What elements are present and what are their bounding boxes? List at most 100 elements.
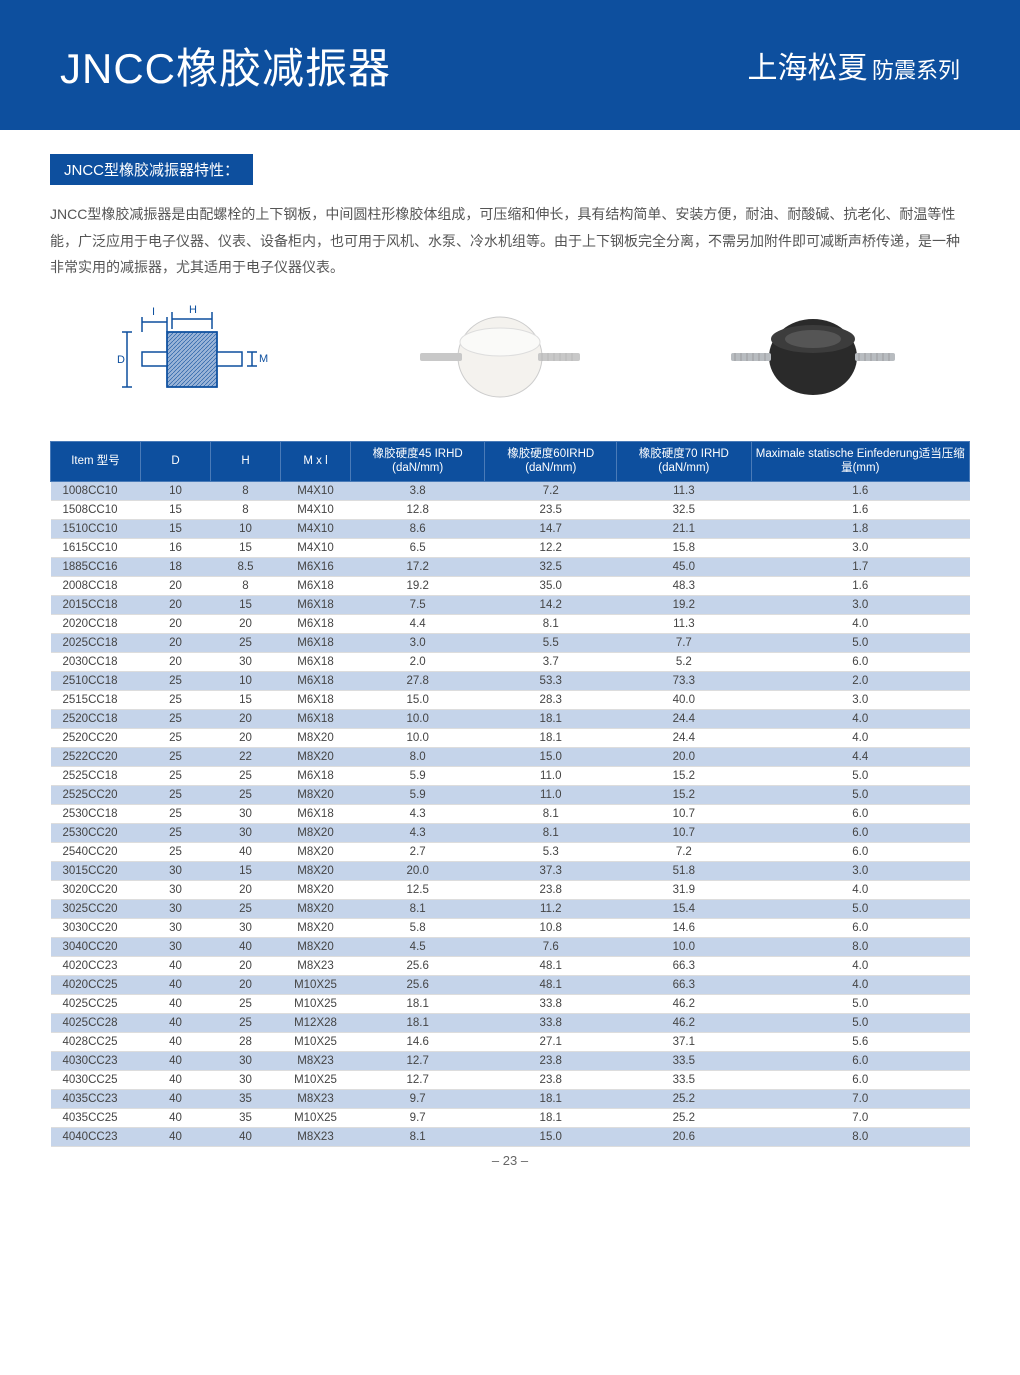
table-cell: 45.0 xyxy=(617,558,751,577)
table-cell: 40 xyxy=(141,995,211,1014)
table-cell: 20 xyxy=(141,653,211,672)
table-cell: 11.3 xyxy=(617,482,751,501)
table-cell: 1.6 xyxy=(751,501,970,520)
table-cell: M8X23 xyxy=(281,1052,351,1071)
table-cell: 4.3 xyxy=(351,824,485,843)
table-cell: 4.0 xyxy=(751,710,970,729)
series-name: 防震系列 xyxy=(872,58,960,83)
table-cell: 4025CC25 xyxy=(51,995,141,1014)
table-cell: 3.0 xyxy=(751,862,970,881)
table-cell: 4.4 xyxy=(751,748,970,767)
table-cell: 19.2 xyxy=(617,596,751,615)
table-cell: 27.1 xyxy=(485,1033,617,1052)
table-cell: 5.0 xyxy=(751,1014,970,1033)
col-header: D xyxy=(141,441,211,482)
table-cell: 15.0 xyxy=(485,1128,617,1147)
table-cell: 5.2 xyxy=(617,653,751,672)
table-cell: 6.0 xyxy=(751,653,970,672)
section-title: JNCC型橡胶减振器特性： xyxy=(50,154,253,185)
table-cell: 33.5 xyxy=(617,1071,751,1090)
table-cell: M8X20 xyxy=(281,729,351,748)
table-row: 4025CC284025M12X2818.133.846.25.0 xyxy=(51,1014,970,1033)
table-cell: 40 xyxy=(211,938,281,957)
table-cell: M6X16 xyxy=(281,558,351,577)
table-cell: 18.1 xyxy=(485,1090,617,1109)
table-cell: 73.3 xyxy=(617,672,751,691)
col-header: 橡胶硬度60IRHD (daN/mm) xyxy=(485,441,617,482)
table-cell: M4X10 xyxy=(281,482,351,501)
table-cell: 4030CC23 xyxy=(51,1052,141,1071)
table-cell: M6X18 xyxy=(281,596,351,615)
table-cell: M8X23 xyxy=(281,957,351,976)
table-cell: 19.2 xyxy=(351,577,485,596)
table-cell: 1.8 xyxy=(751,520,970,539)
table-body: 1008CC10108M4X103.87.211.31.61508CC10158… xyxy=(51,482,970,1147)
table-cell: 25 xyxy=(141,672,211,691)
table-cell: 4.3 xyxy=(351,805,485,824)
table-cell: 30 xyxy=(141,900,211,919)
table-cell: 3.0 xyxy=(751,691,970,710)
table-cell: 3.0 xyxy=(351,634,485,653)
table-cell: 40.0 xyxy=(617,691,751,710)
table-cell: 40 xyxy=(141,1128,211,1147)
table-cell: 10.0 xyxy=(351,729,485,748)
table-cell: M4X10 xyxy=(281,520,351,539)
table-row: 2522CC202522M8X208.015.020.04.4 xyxy=(51,748,970,767)
table-cell: 4.0 xyxy=(751,615,970,634)
table-cell: 40 xyxy=(211,843,281,862)
table-cell: M6X18 xyxy=(281,615,351,634)
table-cell: 2015CC18 xyxy=(51,596,141,615)
table-cell: M6X18 xyxy=(281,577,351,596)
table-cell: 14.7 xyxy=(485,520,617,539)
table-row: 2515CC182515M6X1815.028.340.03.0 xyxy=(51,691,970,710)
table-cell: 3020CC20 xyxy=(51,881,141,900)
table-cell: M10X25 xyxy=(281,1071,351,1090)
table-cell: 30 xyxy=(141,881,211,900)
table-cell: 3.7 xyxy=(485,653,617,672)
svg-text:D: D xyxy=(117,354,125,366)
table-cell: 1.6 xyxy=(751,577,970,596)
table-cell: 14.6 xyxy=(351,1033,485,1052)
table-cell: 20.6 xyxy=(617,1128,751,1147)
table-cell: M8X23 xyxy=(281,1090,351,1109)
table-cell: 15.0 xyxy=(351,691,485,710)
table-cell: 3030CC20 xyxy=(51,919,141,938)
table-row: 2510CC182510M6X1827.853.373.32.0 xyxy=(51,672,970,691)
table-cell: 20 xyxy=(211,881,281,900)
table-cell: M6X18 xyxy=(281,805,351,824)
table-cell: 24.4 xyxy=(617,710,751,729)
table-cell: M8X20 xyxy=(281,824,351,843)
product-photo-black xyxy=(703,297,923,422)
brand-block: 上海松夏 防震系列 xyxy=(748,43,960,87)
table-cell: M8X20 xyxy=(281,786,351,805)
table-cell: 33.8 xyxy=(485,1014,617,1033)
table-cell: 8 xyxy=(211,501,281,520)
table-cell: 5.3 xyxy=(485,843,617,862)
table-cell: 20 xyxy=(141,615,211,634)
table-cell: 5.0 xyxy=(751,634,970,653)
table-cell: 30 xyxy=(211,1052,281,1071)
table-cell: 25 xyxy=(141,710,211,729)
table-cell: 40 xyxy=(141,1033,211,1052)
table-cell: 18.1 xyxy=(485,710,617,729)
table-row: 3030CC203030M8X205.810.814.66.0 xyxy=(51,919,970,938)
table-row: 3015CC203015M8X2020.037.351.83.0 xyxy=(51,862,970,881)
table-cell: 48.1 xyxy=(485,976,617,995)
table-cell: M6X18 xyxy=(281,710,351,729)
table-cell: 30 xyxy=(211,805,281,824)
table-cell: 5.9 xyxy=(351,786,485,805)
table-cell: 8 xyxy=(211,577,281,596)
table-cell: 10.0 xyxy=(617,938,751,957)
table-cell: 1008CC10 xyxy=(51,482,141,501)
col-header: Maximale statische Einfederung适当压缩量(mm) xyxy=(751,441,970,482)
table-cell: 10.0 xyxy=(351,710,485,729)
table-cell: 3.8 xyxy=(351,482,485,501)
table-cell: 10.8 xyxy=(485,919,617,938)
table-cell: 20 xyxy=(141,634,211,653)
table-cell: 4028CC25 xyxy=(51,1033,141,1052)
table-row: 2520CC202520M8X2010.018.124.44.0 xyxy=(51,729,970,748)
product-images-row: I H D M xyxy=(50,295,970,425)
table-cell: 18.1 xyxy=(485,1109,617,1128)
table-cell: 51.8 xyxy=(617,862,751,881)
table-cell: 8.0 xyxy=(351,748,485,767)
